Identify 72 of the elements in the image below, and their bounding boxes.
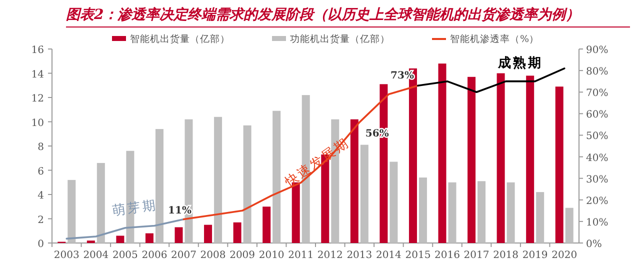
x-tick-label: 2018	[493, 250, 519, 261]
annotation: 萌芽期	[112, 198, 158, 220]
y2-tick-label: 0%	[586, 239, 602, 250]
y-tick-label: 10	[31, 118, 44, 129]
bar	[360, 144, 368, 243]
y-tick-label: 6	[38, 166, 44, 178]
bar	[155, 129, 164, 243]
bar	[96, 162, 105, 243]
x-tick-label: 2020	[552, 250, 578, 261]
x-tick-label: 2003	[54, 250, 80, 261]
bar	[116, 236, 124, 243]
bar	[448, 182, 456, 243]
x-tick-label: 2005	[112, 250, 138, 261]
legend-label: 智能机出货量（亿部）	[130, 33, 230, 45]
y-tick-label: 2	[38, 214, 44, 226]
x-tick-label: 2011	[288, 250, 314, 261]
bar	[418, 178, 427, 243]
x-tick-label: 2016	[434, 250, 460, 261]
y2-tick-label: 80%	[586, 66, 608, 78]
y2-tick-label: 20%	[586, 196, 608, 207]
data-label: 11%	[168, 205, 192, 216]
x-tick-label: 2008	[200, 250, 226, 261]
line-series	[417, 68, 566, 94]
bar	[390, 162, 398, 243]
y-tick-label: 0	[38, 239, 44, 250]
bar	[243, 125, 252, 243]
y2-tick-label: 70%	[586, 88, 608, 100]
bar	[68, 180, 76, 243]
legend-label: 智能机渗透率（%）	[450, 33, 540, 45]
annotation: 成熟期	[496, 55, 543, 72]
bar	[506, 182, 515, 243]
bar	[496, 73, 505, 243]
bar	[536, 192, 544, 243]
bar	[233, 222, 242, 243]
legend-label: 功能机出货量（亿部）	[290, 33, 390, 45]
y-tick-label: 12	[31, 94, 44, 104]
chart-title: 图表2：渗透率决定终端需求的发展阶段（以历史上全球智能机的出货渗透率为例）	[66, 6, 580, 23]
y-tick-label: 4	[38, 190, 44, 202]
bar	[262, 206, 271, 243]
x-tick-label: 2009	[230, 250, 256, 261]
bar	[174, 227, 183, 243]
bar	[214, 116, 222, 243]
x-tick-label: 2006	[142, 250, 168, 261]
bar	[438, 64, 446, 243]
bar	[478, 181, 486, 243]
bar	[145, 233, 154, 243]
y2-tick-label: 40%	[586, 152, 608, 164]
y2-tick-label: 10%	[586, 217, 608, 228]
x-tick-label: 2010	[258, 250, 284, 261]
bar	[204, 224, 212, 243]
y2-tick-label: 30%	[586, 174, 608, 186]
line-series	[66, 218, 185, 240]
y2-tick-label: 50%	[586, 131, 608, 142]
y-tick-label: 16	[31, 45, 44, 56]
bar	[468, 76, 476, 243]
y-tick-label: 8	[38, 142, 44, 153]
bar	[272, 110, 281, 243]
x-tick-label: 2013	[346, 250, 372, 261]
x-tick-label: 2014	[376, 250, 402, 261]
y-tick-label: 14	[31, 69, 44, 80]
bar	[555, 86, 564, 243]
x-tick-label: 2007	[171, 250, 196, 261]
x-tick-label: 2004	[83, 250, 109, 261]
x-tick-label: 2012	[317, 250, 343, 261]
y2-tick-label: 60%	[586, 110, 608, 121]
x-tick-label: 2015	[405, 250, 431, 261]
bar	[526, 76, 534, 243]
x-tick-label: 2019	[522, 250, 548, 261]
bar	[565, 208, 574, 243]
y2-tick-label: 90%	[586, 45, 608, 56]
bar	[350, 119, 358, 243]
x-tick-label: 2017	[464, 250, 490, 261]
